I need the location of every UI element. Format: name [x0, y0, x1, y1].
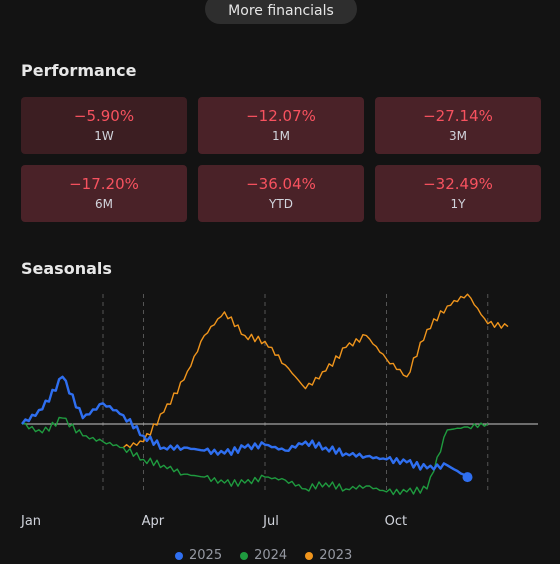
performance-grid: −5.90% 1W −12.07% 1M −27.14% 3M −17.20% … [21, 97, 541, 222]
perf-cell-1m[interactable]: −12.07% 1M [198, 97, 364, 154]
perf-cell-3m[interactable]: −27.14% 3M [375, 97, 541, 154]
perf-period: 1M [272, 129, 290, 143]
series-line-2025 [21, 375, 469, 479]
x-tick-label: Jul [262, 514, 279, 529]
perf-period: YTD [269, 197, 293, 211]
performance-title: Performance [21, 61, 137, 80]
perf-value: −12.07% [246, 107, 316, 125]
perf-cell-6m[interactable]: −17.20% 6M [21, 165, 187, 222]
perf-period: 3M [449, 129, 467, 143]
perf-cell-1y[interactable]: −32.49% 1Y [375, 165, 541, 222]
legend-dot [175, 551, 183, 560]
perf-period: 6M [95, 197, 113, 211]
perf-value: −27.14% [423, 107, 493, 125]
perf-value: −32.49% [423, 175, 493, 193]
perf-value: −36.04% [246, 175, 316, 193]
legend-item-2025[interactable]: 2025 [175, 548, 222, 563]
x-tick-label: Oct [385, 514, 407, 529]
legend-label: 2024 [254, 548, 288, 563]
perf-value: −17.20% [69, 175, 139, 193]
perf-cell-1w[interactable]: −5.90% 1W [21, 97, 187, 154]
seasonals-chart[interactable]: Jan Apr Jul Oct [0, 280, 560, 560]
chart-legend: 2025 2024 2023 [175, 548, 352, 563]
perf-period: 1Y [450, 197, 466, 211]
legend-dot [305, 551, 314, 560]
legend-label: 2023 [319, 548, 353, 563]
legend-dot [240, 551, 249, 560]
perf-cell-ytd[interactable]: −36.04% YTD [198, 165, 364, 222]
x-tick-label: Jan [20, 514, 41, 529]
legend-item-2024[interactable]: 2024 [240, 548, 287, 563]
legend-item-2023[interactable]: 2023 [305, 548, 352, 563]
legend-label: 2025 [189, 548, 223, 563]
seasonals-title: Seasonals [21, 259, 112, 278]
x-tick-label: Apr [142, 514, 165, 529]
series-line-2024 [21, 416, 489, 496]
more-financials-button[interactable]: More financials [205, 0, 357, 24]
perf-value: −5.90% [73, 107, 135, 125]
series-line-2023 [122, 293, 509, 449]
perf-period: 1W [94, 129, 114, 143]
series-endpoint-2025 [462, 472, 473, 483]
seasonals-chart-svg: Jan Apr Jul Oct [20, 293, 538, 529]
